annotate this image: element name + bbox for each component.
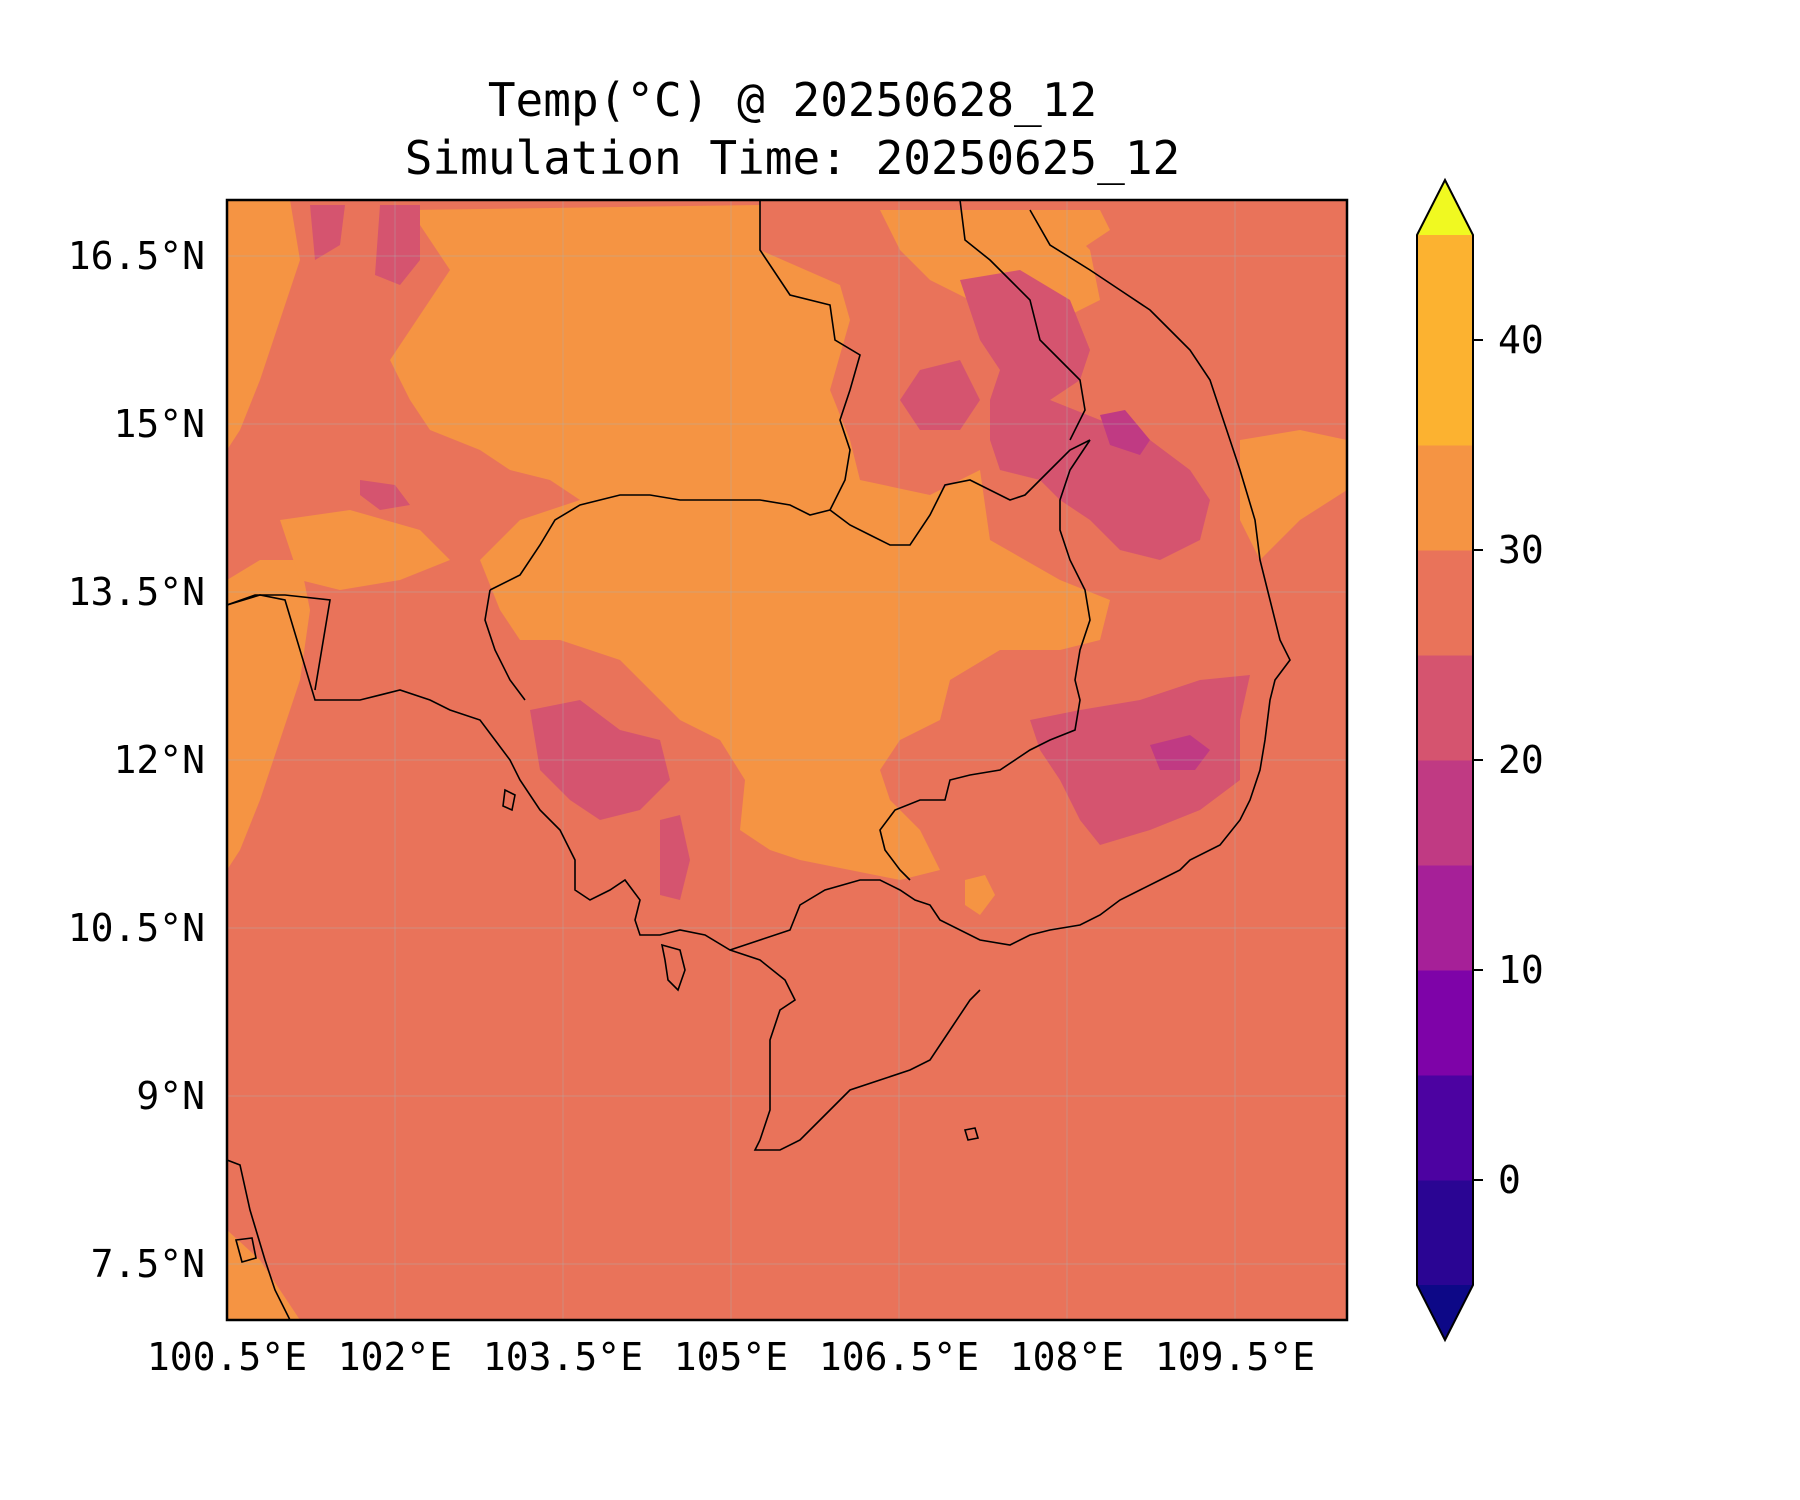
colorbar-segment: [1417, 1075, 1473, 1181]
map-gridlines: [227, 200, 1347, 1320]
colorbar-tick-label: 20: [1498, 738, 1544, 782]
field-level-20-25-south: [1030, 675, 1250, 845]
border-laos-vietnam: [959, 200, 1086, 441]
colorbar-segment: [1417, 235, 1473, 341]
y-tick-label: 12°N: [113, 738, 205, 782]
border-laos-thailand: [759, 200, 861, 511]
border-cambodia-east: [879, 439, 1091, 881]
field-level-30-35-coast-east: [1240, 430, 1347, 560]
y-tick-label: 13.5°N: [68, 570, 205, 614]
colorbar-tick-label: 0: [1498, 1158, 1521, 1202]
field-level-20-25-highlands: [960, 270, 1210, 560]
field-level-20-25-plateau: [900, 360, 980, 430]
x-tick-label: 106.5°E: [819, 1335, 979, 1379]
colorbar-segment: [1417, 340, 1473, 446]
colorbar-segment: [1417, 760, 1473, 866]
field-level-15-20-spot-2: [1150, 735, 1210, 770]
field-level-30-35-ne-coast: [1030, 210, 1110, 250]
field-level-30-35-spot: [965, 875, 995, 915]
x-tick-label: 100.5°E: [147, 1335, 307, 1379]
chart-subtitle: Simulation Time: 20250625_12: [404, 131, 1181, 185]
border-thailand-myanmar: [227, 594, 331, 691]
colorbar-segment: [1417, 655, 1473, 761]
field-level-30-35-interior: [390, 205, 1110, 880]
chart-title: Temp(°C) @ 20250628_12: [487, 73, 1098, 127]
field-level-20-25-north-1: [375, 205, 420, 285]
colorbar-segment: [1417, 550, 1473, 656]
field-level-30-35-bottom-left: [227, 1230, 300, 1320]
coastline-gulf-of-thailand: [227, 209, 1291, 951]
colorbar-segment: [1417, 970, 1473, 1076]
field-level-30-35-gulf-coast: [227, 560, 310, 870]
field-level-15-20-spot-1: [1100, 410, 1150, 455]
colorbar-tick-label: 30: [1498, 528, 1544, 572]
y-axis-ticks: 16.5°N 15°N 13.5°N 12°N 10.5°N 9°N 7.5°N: [68, 234, 205, 1286]
colorbar-outline: [1416, 177, 1474, 1343]
colorbar-extend-min: [1417, 1285, 1473, 1340]
colorbar: 0 10 20 30 40: [1416, 177, 1544, 1343]
y-tick-label: 9°N: [136, 1074, 205, 1118]
x-tick-label: 102°E: [338, 1335, 452, 1379]
colorbar-segment: [1417, 865, 1473, 971]
colorbar-tick-label: 10: [1498, 948, 1544, 992]
border-cambodia-north: [489, 439, 1091, 591]
colorbar-tick-label: 40: [1498, 318, 1544, 362]
map-frame: [225, 198, 1349, 1322]
field-level-20-25-islet-1: [660, 815, 690, 900]
border-cambodia-west: [484, 589, 526, 701]
island-koh-kong: [502, 788, 516, 812]
colorbar-segment: [1417, 1180, 1473, 1286]
y-tick-label: 15°N: [113, 402, 205, 446]
x-tick-label: 105°E: [674, 1335, 788, 1379]
y-tick-label: 16.5°N: [68, 234, 205, 278]
coastline-mekong-delta: [729, 949, 981, 1151]
island-con-dao: [963, 1127, 980, 1141]
y-tick-label: 7.5°N: [91, 1242, 205, 1286]
colorbar-extend-max: [1417, 180, 1473, 235]
x-tick-label: 108°E: [1010, 1335, 1124, 1379]
field-level-30-35-west-strip: [280, 510, 450, 590]
field-level-20-25-spot: [360, 480, 410, 510]
x-tick-label: 103.5°E: [483, 1335, 643, 1379]
x-tick-label: 109.5°E: [1155, 1335, 1315, 1379]
colorbar-segment: [1417, 445, 1473, 551]
coastline-malay-peninsula: [227, 1159, 291, 1320]
x-axis-ticks: 100.5°E 102°E 103.5°E 105°E 106.5°E 108°E 109.…: [147, 1335, 1315, 1379]
field-level-20-25-north-2: [310, 205, 345, 260]
island-phu-quoc: [660, 943, 686, 992]
island-samui: [234, 1237, 257, 1263]
field-level-30-35-west: [227, 200, 300, 450]
field-level-20-25-cardamom: [530, 700, 670, 820]
islands: [234, 788, 980, 1263]
coastlines-and-borders: [227, 200, 1291, 1320]
y-tick-label: 10.5°N: [68, 906, 205, 950]
